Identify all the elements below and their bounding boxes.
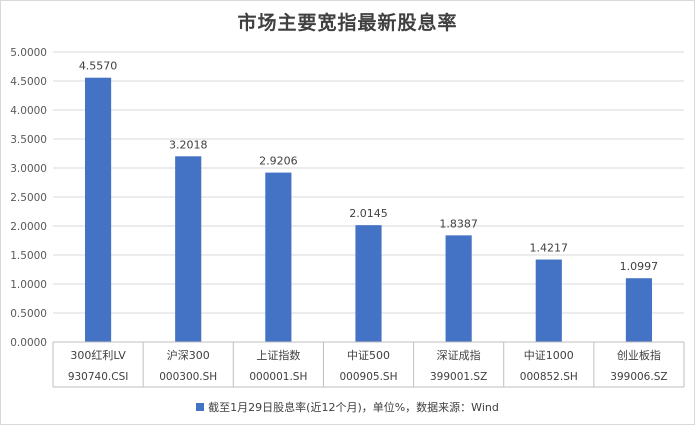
y-tick-label: 5.0000	[10, 47, 47, 59]
y-tick-label: 3.0000	[10, 163, 47, 175]
category-label: 创业板指	[617, 348, 661, 362]
bars	[85, 77, 652, 342]
bar	[85, 77, 112, 342]
category-label: 中证500	[347, 349, 390, 362]
index-code-label: 399001.SZ	[430, 371, 487, 383]
y-tick-label: 2.0000	[10, 221, 47, 233]
data-label: 2.0145	[349, 207, 388, 220]
y-tick-label: 2.5000	[10, 192, 47, 204]
y-tick-label: 4.5000	[10, 76, 47, 88]
x-axis-category-table: 300红利LV 930740.CSI 沪深300 000300.SH 上证指数 00000…	[52, 341, 685, 388]
y-tick-label: 0.5000	[10, 308, 47, 320]
data-label: 1.8387	[439, 217, 478, 230]
legend: 截至1月29日股息率(近12个月)，单位%，数据来源：Wind	[1, 399, 694, 415]
data-label: 2.9206	[259, 155, 298, 168]
y-tick-label: 0.0000	[10, 337, 47, 349]
bar-chart-plot: 0.0000 0.5000 1.0000 1.5000 2.0000 2.5000 3.00…	[10, 47, 685, 388]
index-code-label: 000001.SH	[249, 371, 307, 383]
category-label: 300红利LV	[70, 349, 126, 362]
bar	[355, 225, 382, 342]
y-tick-label: 1.5000	[10, 250, 47, 262]
legend-swatch	[196, 403, 205, 411]
category-label: 上证指数	[256, 348, 300, 362]
category-label: 中证1000	[524, 349, 574, 362]
data-label: 1.4217	[530, 242, 569, 255]
index-code-label: 399006.SZ	[610, 371, 667, 383]
y-tick-label: 1.0000	[10, 279, 47, 291]
bar	[535, 259, 562, 342]
data-label: 4.5570	[79, 60, 118, 73]
bar	[625, 278, 652, 342]
bar	[445, 235, 472, 342]
data-labels: 4.5570 3.2018 2.9206 2.0145 1.8387 1.4217 1.09…	[79, 60, 658, 274]
y-tick-label: 3.5000	[10, 134, 47, 146]
chart-title: 市场主要宽指最新股息率	[237, 12, 458, 34]
index-code-label: 000852.SH	[520, 371, 578, 383]
category-label: 沪深300	[167, 348, 210, 362]
data-label: 3.2018	[169, 138, 208, 151]
legend-label: 截至1月29日股息率(近12个月)，单位%，数据来源：Wind	[208, 401, 499, 414]
bar	[175, 156, 202, 342]
index-code-label: 000905.SH	[340, 371, 398, 383]
data-label: 1.0997	[620, 260, 659, 273]
category-label: 深证成指	[437, 348, 481, 362]
index-code-label: 000300.SH	[159, 371, 217, 383]
index-code-label: 930740.CSI	[68, 371, 129, 383]
y-tick-label: 4.0000	[10, 105, 47, 117]
y-axis-tick-labels: 0.0000 0.5000 1.0000 1.5000 2.0000 2.5000 3.00…	[10, 47, 47, 349]
bar	[265, 172, 292, 342]
